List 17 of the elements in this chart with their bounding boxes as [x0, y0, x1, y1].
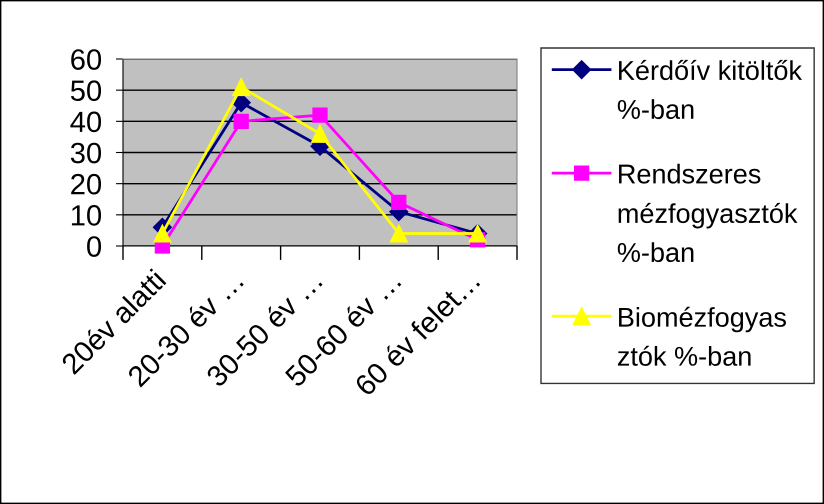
y-tick-label: 20 [71, 174, 102, 195]
legend-label: Kérdőív kitöltők %-ban [618, 60, 802, 120]
y-tick-label: 60 [71, 49, 102, 70]
y-tick-label: 50 [70, 80, 102, 102]
legend-label: Rendszeres mézfogyasztók %-ban [618, 164, 798, 262]
y-tick-label: 10 [72, 205, 102, 226]
point [310, 124, 330, 143]
point [153, 224, 172, 243]
y-tick-label: 0 [87, 236, 102, 257]
y-tick-label: 30 [70, 142, 102, 164]
point [391, 194, 406, 210]
point [312, 107, 328, 123]
point [232, 78, 250, 96]
point [390, 224, 408, 243]
legend-label: Biomézfogyas ztók %-ban [618, 306, 786, 366]
point [234, 114, 249, 129]
y-tick-label: 40 [70, 112, 102, 132]
